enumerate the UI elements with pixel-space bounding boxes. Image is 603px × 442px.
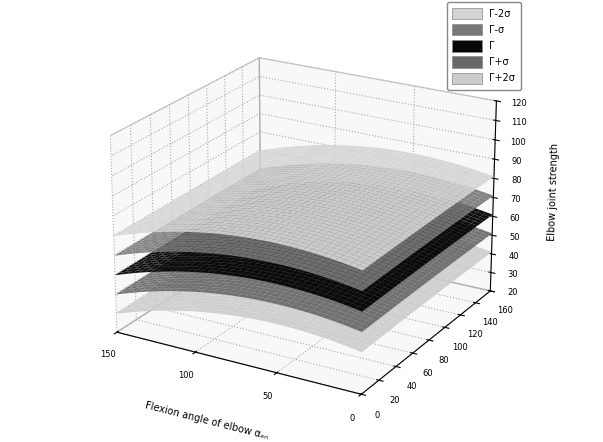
X-axis label: Flexion angle of elbow αₑₙ: Flexion angle of elbow αₑₙ: [144, 400, 270, 441]
Legend: Γ-2σ, Γ-σ, Γ, Γ+σ, Γ+2σ: Γ-2σ, Γ-σ, Γ, Γ+σ, Γ+2σ: [447, 2, 521, 90]
